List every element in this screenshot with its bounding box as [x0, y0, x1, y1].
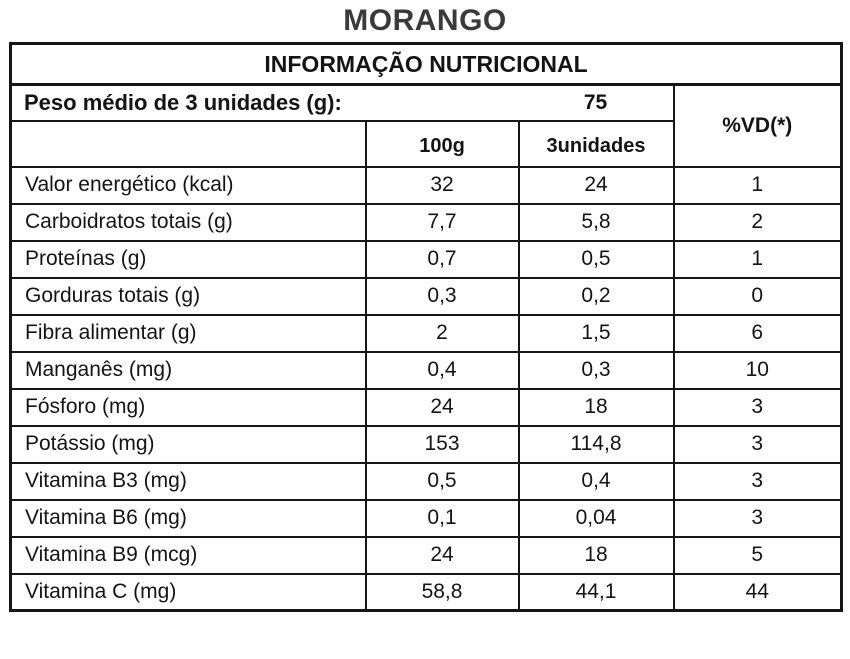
value-3units: 24: [517, 165, 675, 205]
nutrition-table: INFORMAÇÃO NUTRICIONAL Peso médio de 3 u…: [9, 42, 843, 612]
value-100g: 24: [364, 387, 520, 427]
value-vd: 3: [672, 424, 843, 464]
value-vd: 3: [672, 387, 843, 427]
table-row: Potássio (mg) 153 114,8 3: [9, 424, 843, 464]
nutrient-label: Vitamina B6 (mg): [9, 498, 367, 538]
table-row: Vitamina B9 (mcg) 24 18 5: [9, 535, 843, 575]
table-row: Proteínas (g) 0,7 0,5 1: [9, 239, 843, 279]
value-3units: 0,5: [517, 239, 675, 279]
value-100g: 153: [364, 424, 520, 464]
value-vd: 3: [672, 498, 843, 538]
value-vd: 6: [672, 313, 843, 353]
nutrient-label: Vitamina B3 (mg): [9, 461, 367, 501]
value-100g: 0,5: [364, 461, 520, 501]
value-100g: 0,1: [364, 498, 520, 538]
column-header-3units: 3unidades: [517, 119, 675, 168]
average-weight-row: Peso médio de 3 unidades (g): 75 %VD(*): [9, 83, 843, 168]
table-row: Vitamina B6 (mg) 0,1 0,04 3: [9, 498, 843, 538]
value-vd: 3: [672, 461, 843, 501]
column-headers-row: 100g 3unidades: [9, 119, 842, 168]
value-3units: 0,2: [517, 276, 675, 316]
table-row: Valor energético (kcal) 32 24 1: [9, 165, 843, 205]
nutrient-label: Manganês (mg): [9, 350, 367, 390]
value-100g: 2: [364, 313, 520, 353]
value-3units: 0,04: [517, 498, 675, 538]
value-3units: 44,1: [517, 572, 675, 612]
table-row: Carboidratos totais (g) 7,7 5,8 2: [9, 202, 843, 242]
table-row: Fósforo (mg) 24 18 3: [9, 387, 843, 427]
value-100g: 0,3: [364, 276, 520, 316]
nutrient-label: Proteínas (g): [9, 239, 367, 279]
product-title: MORANGO: [343, 4, 507, 37]
value-100g: 0,4: [364, 350, 520, 390]
value-3units: 18: [517, 535, 675, 575]
nutrient-label: Fósforo (mg): [9, 387, 367, 427]
value-vd: 2: [672, 202, 843, 242]
table-header-row: INFORMAÇÃO NUTRICIONAL: [9, 42, 843, 86]
value-vd: 10: [672, 350, 843, 390]
table-row: Vitamina B3 (mg) 0,5 0,4 3: [9, 461, 843, 501]
nutrient-label: Vitamina B9 (mcg): [9, 535, 367, 575]
average-weight-value: 75: [518, 83, 675, 122]
nutrient-label: Potássio (mg): [9, 424, 367, 464]
empty-header-cell: [9, 119, 367, 168]
table-row: Gorduras totais (g) 0,3 0,2 0: [9, 276, 843, 316]
value-3units: 0,3: [517, 350, 675, 390]
daily-value-column-header: %VD(*): [672, 83, 843, 168]
value-vd: 1: [672, 165, 843, 205]
nutrient-label: Valor energético (kcal): [9, 165, 367, 205]
value-100g: 7,7: [364, 202, 520, 242]
value-100g: 24: [364, 535, 520, 575]
value-vd: 0: [672, 276, 843, 316]
table-header-title: INFORMAÇÃO NUTRICIONAL: [9, 42, 843, 86]
value-vd: 44: [672, 572, 843, 612]
table-row: Fibra alimentar (g) 2 1,5 6: [9, 313, 843, 353]
value-3units: 0,4: [517, 461, 675, 501]
average-weight-label: Peso médio de 3 unidades (g):: [9, 83, 519, 122]
value-vd: 1: [672, 239, 843, 279]
table-row: Manganês (mg) 0,4 0,3 10: [9, 350, 843, 390]
table-row: Vitamina C (mg) 58,8 44,1 44: [9, 572, 843, 612]
value-3units: 1,5: [517, 313, 675, 353]
value-100g: 32: [364, 165, 520, 205]
column-header-100g: 100g: [364, 119, 520, 168]
value-3units: 18: [517, 387, 675, 427]
value-100g: 58,8: [364, 572, 520, 612]
nutrient-label: Fibra alimentar (g): [9, 313, 367, 353]
value-3units: 5,8: [517, 202, 675, 242]
nutrient-label: Vitamina C (mg): [9, 572, 367, 612]
value-3units: 114,8: [517, 424, 675, 464]
value-vd: 5: [672, 535, 843, 575]
nutrient-label: Carboidratos totais (g): [9, 202, 367, 242]
nutrient-label: Gorduras totais (g): [9, 276, 367, 316]
value-100g: 0,7: [364, 239, 520, 279]
